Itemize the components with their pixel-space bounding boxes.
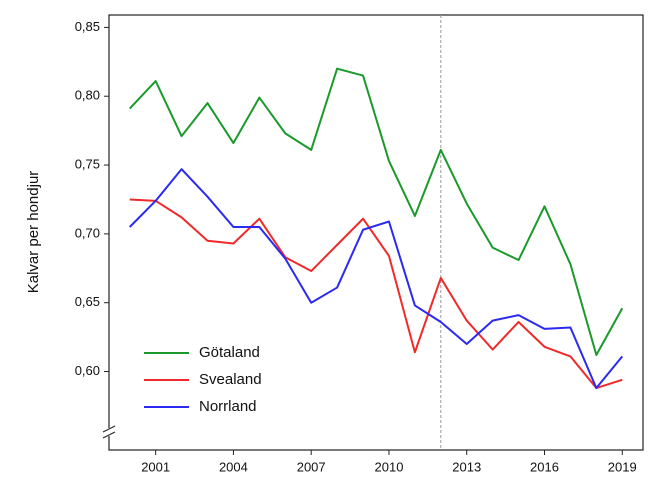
y-tick-label: 0,75 xyxy=(75,156,100,171)
x-tick-label: 2013 xyxy=(452,459,481,474)
x-tick-label: 2019 xyxy=(608,459,637,474)
x-tick-label: 2010 xyxy=(375,459,404,474)
y-tick-label: 0,80 xyxy=(75,88,100,103)
y-tick-label: 0,65 xyxy=(75,294,100,309)
y-tick-label: 0,70 xyxy=(75,225,100,240)
y-tick-label: 0,60 xyxy=(75,363,100,378)
series-line xyxy=(129,67,624,357)
x-tick-label: 2001 xyxy=(141,459,170,474)
axis-break xyxy=(103,428,115,436)
legend-label: Norrland xyxy=(199,398,257,415)
x-tick-label: 2007 xyxy=(297,459,326,474)
legend-label: Svealand xyxy=(199,371,262,388)
plot-frame xyxy=(108,14,644,451)
axis-break xyxy=(102,431,116,439)
series-line xyxy=(129,168,624,390)
y-tick-label: 0,85 xyxy=(75,19,100,34)
series-line xyxy=(129,198,623,390)
x-tick-label: 2016 xyxy=(530,459,559,474)
x-tick-label: 2004 xyxy=(219,459,248,474)
legend-label: Götaland xyxy=(199,344,260,361)
axis-break xyxy=(102,425,116,433)
y-axis-label: Kalvar per hondjur xyxy=(25,171,42,294)
